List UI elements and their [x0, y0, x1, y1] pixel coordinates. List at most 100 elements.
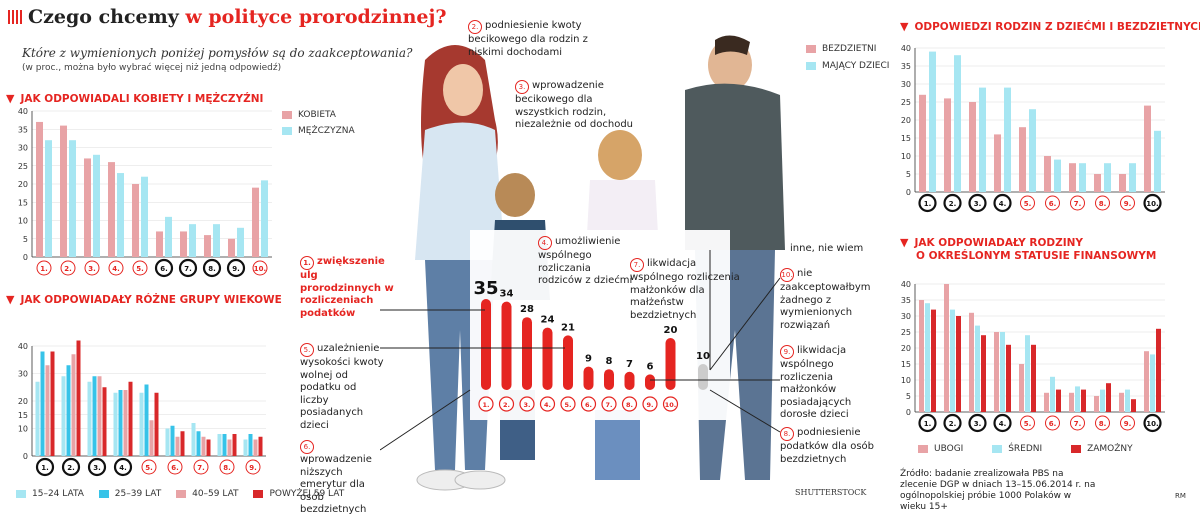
connector-line: [709, 389, 781, 433]
callout-9-text: likwidacja wspólnego rozliczenia małżonk…: [780, 345, 852, 420]
bar: [128, 381, 133, 456]
category-marker: [1143, 413, 1162, 433]
x-tick-label: 4.: [999, 420, 1007, 428]
pill-bar: [583, 366, 594, 390]
subtitle: Które z wymienionych poniżej pomysłów są…: [22, 46, 413, 60]
x-tick-label: 8.: [626, 401, 633, 409]
x-tick-label: 2.: [949, 200, 957, 208]
bar: [1079, 163, 1086, 192]
pill-bar: [542, 327, 553, 390]
chart-main: 35 1. 34 2. 28 3. 24 4. 21 5. 9 6. 8 7. 7 8. 6 9. 20 10. 10: [473, 278, 710, 412]
bar: [191, 423, 196, 456]
legend-swatch-ubogi: [918, 444, 928, 453]
bar: [969, 312, 974, 412]
bar: [929, 51, 936, 192]
bar-value-label: 24: [541, 315, 555, 326]
y-tick-label: 40: [18, 342, 28, 351]
bar: [1144, 351, 1149, 412]
bar-value-label: 21: [561, 322, 575, 333]
bar: [76, 340, 81, 456]
callout-7: 7. likwidacja wspólnego rozliczenia małżo…: [630, 258, 740, 322]
photo-credit: SHUTTERSTOCK: [795, 488, 867, 497]
y-tick-label: 15: [18, 411, 28, 420]
pill-bar: [563, 335, 573, 390]
bar: [252, 187, 259, 257]
x-tick-label: 5.: [145, 464, 153, 472]
legend-swatch-zamozny: [1071, 444, 1082, 453]
x-tick-label: 4.: [544, 401, 551, 409]
legend-swatch-25-39: [98, 489, 109, 498]
category-marker: [1120, 415, 1135, 431]
bar-value-label: 20: [664, 325, 678, 336]
callout-num-6: 6.: [300, 440, 314, 454]
legend-zamozny: ZAMOŻNY: [1087, 444, 1133, 454]
category-marker: [993, 413, 1012, 433]
callout-5: 5. uzależnienie wysokości kwoty wolnej od…: [300, 343, 386, 432]
category-marker: [642, 396, 658, 412]
section-title-gender-text: JAK ODPOWIADALI KOBIETY I MĘŻCZYŹNI: [20, 93, 264, 105]
x-tick-label: 8.: [1099, 420, 1107, 428]
y-tick-label: 40: [18, 107, 28, 116]
x-tick-label: 6.: [1049, 420, 1057, 428]
bar: [222, 434, 227, 456]
callout-num-1: 1.: [300, 256, 314, 270]
y-tick-label: 25: [901, 328, 911, 337]
legend-age: 15–24 LATA 25–39 LAT 40–59 LAT POWYŻEJ 5…: [16, 489, 344, 499]
bar: [994, 332, 999, 412]
chart-families: 0 5 10 15 20 25 30 35 40 1. 2. 3. 4. 5. 6. 7. 8. 9. 10.: [901, 44, 1165, 213]
y-tick-label: 30: [901, 80, 911, 89]
x-tick-label: 10.: [1146, 420, 1158, 428]
bar: [925, 303, 930, 412]
bar: [1044, 156, 1051, 192]
x-tick-label: 1.: [41, 464, 49, 472]
callout-6: 6.wprowadzenie niższych emerytur dla osó…: [300, 440, 386, 517]
x-tick-label: 7.: [197, 464, 205, 472]
pill-bar: [481, 299, 491, 390]
y-tick-label: 0: [906, 408, 911, 417]
x-tick-label: 10.: [1146, 200, 1158, 208]
category-marker: [1120, 195, 1135, 211]
bar: [61, 376, 66, 456]
x-tick-label: 7.: [184, 265, 192, 273]
callout-3: 3. wprowadzenie becikowego dla wszystkich…: [515, 80, 645, 132]
category-marker: [519, 396, 535, 412]
bar: [117, 173, 124, 257]
bar: [975, 325, 980, 412]
y-tick-label: 0: [23, 452, 28, 461]
legend-swatch-kobieta: [282, 110, 292, 119]
bar: [981, 335, 986, 412]
x-tick-label: 7.: [606, 401, 613, 409]
legend-status: UBOGI ŚREDNI ZAMOŻNY: [918, 444, 1133, 454]
y-tick-label: 25: [18, 162, 28, 171]
callout-2: 2. podniesienie kwoty becikowego dla rodz…: [468, 20, 588, 59]
legend-40-59: 40–59 LAT: [192, 489, 239, 499]
bar: [1031, 344, 1036, 412]
family-photo: [415, 35, 785, 491]
bar-value-label: 8: [606, 356, 613, 367]
x-tick-label: 8.: [223, 464, 231, 472]
category-marker: [36, 260, 52, 276]
bar: [919, 94, 926, 192]
x-tick-label: 7.: [1074, 420, 1082, 428]
x-tick-label: 5.: [136, 265, 144, 273]
title-part-b: w polityce prorodzinnej?: [185, 6, 447, 28]
x-tick-label: 3.: [974, 420, 982, 428]
y-tick-label: 30: [18, 370, 28, 379]
x-tick-label: 6.: [1049, 200, 1057, 208]
bar: [97, 376, 102, 456]
legend-swatch-40-59: [176, 489, 187, 498]
category-marker: [252, 260, 268, 276]
category-marker: [60, 260, 76, 276]
down-arrow-icon: ▼: [900, 20, 909, 33]
x-tick-label: 4.: [112, 265, 120, 273]
y-tick-label: 20: [901, 344, 911, 353]
legend-sredni: ŚREDNI: [1008, 444, 1043, 454]
bar: [1075, 386, 1080, 412]
bar: [170, 425, 175, 456]
y-tick-label: 20: [901, 116, 911, 125]
bar: [204, 235, 211, 257]
x-tick-label: 9.: [1124, 420, 1132, 428]
category-marker: [61, 457, 81, 477]
x-tick-label: 1.: [924, 420, 932, 428]
bar: [108, 162, 115, 257]
